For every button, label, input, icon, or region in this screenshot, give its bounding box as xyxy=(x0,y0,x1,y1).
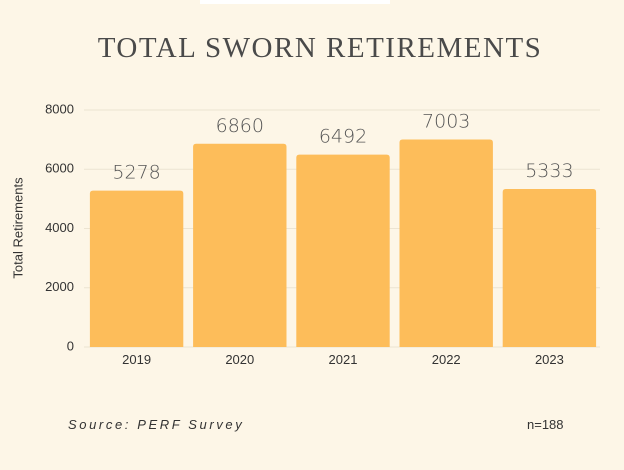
data-label-2023: 5333 xyxy=(525,160,573,182)
source-note: Source: PERF Survey xyxy=(68,417,245,432)
bars xyxy=(89,139,597,347)
chart-title: TOTAL SWORN RETIREMENTS xyxy=(97,32,543,64)
x-tick-label: 2021 xyxy=(329,352,358,367)
bar-2019 xyxy=(89,190,184,347)
data-label-2019: 5278 xyxy=(112,162,160,184)
top-strip xyxy=(200,0,390,4)
sample-size: n=188 xyxy=(527,417,564,432)
bar-2021 xyxy=(296,154,390,347)
y-axis-ticks: 0 2000 4000 6000 8000 xyxy=(45,101,74,353)
x-tick-label: 2020 xyxy=(225,352,254,367)
data-label-2022: 7003 xyxy=(422,111,470,133)
x-axis-ticks: 2019 2020 2021 2022 2023 xyxy=(122,352,564,367)
bar-2023 xyxy=(502,189,597,347)
x-tick-label: 2022 xyxy=(432,352,461,367)
y-tick-label: 4000 xyxy=(45,220,74,235)
data-label-2020: 6860 xyxy=(216,115,264,137)
bar-2022 xyxy=(399,139,493,347)
y-tick-label: 0 xyxy=(67,338,74,353)
data-labels: 5278 6860 6492 7003 5333 xyxy=(112,111,573,184)
data-label-2021: 6492 xyxy=(319,126,367,148)
y-tick-label: 8000 xyxy=(45,101,74,116)
y-axis-label: Total Retirements xyxy=(10,177,25,279)
bar-2020 xyxy=(193,143,287,347)
y-tick-label: 2000 xyxy=(45,279,74,294)
x-tick-label: 2023 xyxy=(535,352,564,367)
y-tick-label: 6000 xyxy=(45,161,74,176)
x-tick-label: 2019 xyxy=(122,352,151,367)
